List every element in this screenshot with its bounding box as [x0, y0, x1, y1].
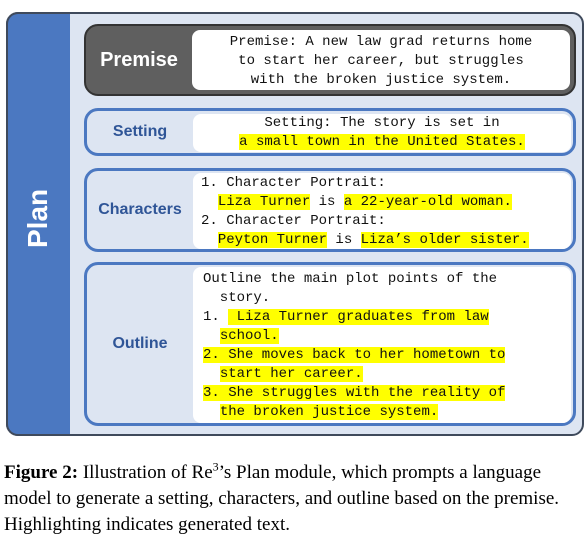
premise-box: Premise: A new law grad returns home to …: [192, 30, 570, 90]
character-2-name: Peyton Turner: [217, 232, 328, 248]
plan-sidebar: [6, 12, 70, 436]
character-2-is: is: [327, 232, 361, 248]
outline-point-1a: Liza Turner graduates from law: [228, 309, 489, 325]
character-1-name: Liza Turner: [217, 194, 311, 210]
premise-line-2: to start her career, but struggles: [238, 53, 524, 69]
plan-label: Plan: [22, 188, 53, 248]
premise-label: Premise: [100, 48, 178, 71]
caption-figure-label: Figure 2:: [4, 462, 79, 483]
character-1-heading: 1. Character Portrait:: [201, 175, 386, 191]
premise-line-3: with the broken justice system.: [250, 72, 512, 88]
outline-box: Outline the main plot points of the stor…: [193, 267, 571, 423]
outline-point-1-num: 1.: [203, 309, 229, 325]
caption-text-1: Illustration of Re: [78, 462, 213, 483]
outline-intro-1: Outline the main plot points of the: [203, 271, 498, 287]
character-1-is: is: [310, 194, 344, 210]
setting-row: Setting Setting: The story is set in a s…: [84, 108, 576, 156]
outline-point-3b: the broken justice system.: [219, 404, 439, 420]
character-2-heading: 2. Character Portrait:: [201, 213, 386, 229]
premise-line-1: Premise: A new law grad returns home: [229, 34, 533, 50]
outline-point-1b: school.: [219, 328, 279, 344]
outline-intro-2: story.: [203, 290, 271, 306]
character-1-desc: a 22-year-old woman.: [343, 194, 512, 210]
caption-text-2: ’s Plan module, which prompts a language…: [4, 462, 560, 535]
figure-caption: Figure 2: Illustration of Re3’s Plan mod…: [4, 460, 586, 538]
characters-row: Characters 1. Character Portrait: Liza T…: [84, 168, 576, 252]
setting-line-1: Setting: The story is set in: [264, 115, 500, 131]
outline-point-2b: start her career.: [219, 366, 363, 382]
outline-label: Outline: [112, 335, 168, 352]
setting-box: Setting: The story is set in a small tow…: [193, 114, 571, 152]
outline-point-3a: 3. She struggles with the reality of: [203, 385, 506, 401]
characters-label: Characters: [98, 201, 182, 218]
premise-row: Premise Premise: A new law grad returns …: [84, 24, 576, 96]
outline-point-2a: 2. She moves back to her hometown to: [203, 347, 506, 363]
character-2-desc: Liza’s older sister.: [360, 232, 529, 248]
setting-label: Setting: [112, 123, 168, 140]
outline-row: Outline Outline the main plot points of …: [84, 262, 576, 426]
characters-box: 1. Character Portrait: Liza Turner is a …: [193, 173, 571, 249]
setting-generated-text: a small town in the United States.: [239, 134, 525, 150]
caption-superscript: 3: [212, 459, 219, 474]
